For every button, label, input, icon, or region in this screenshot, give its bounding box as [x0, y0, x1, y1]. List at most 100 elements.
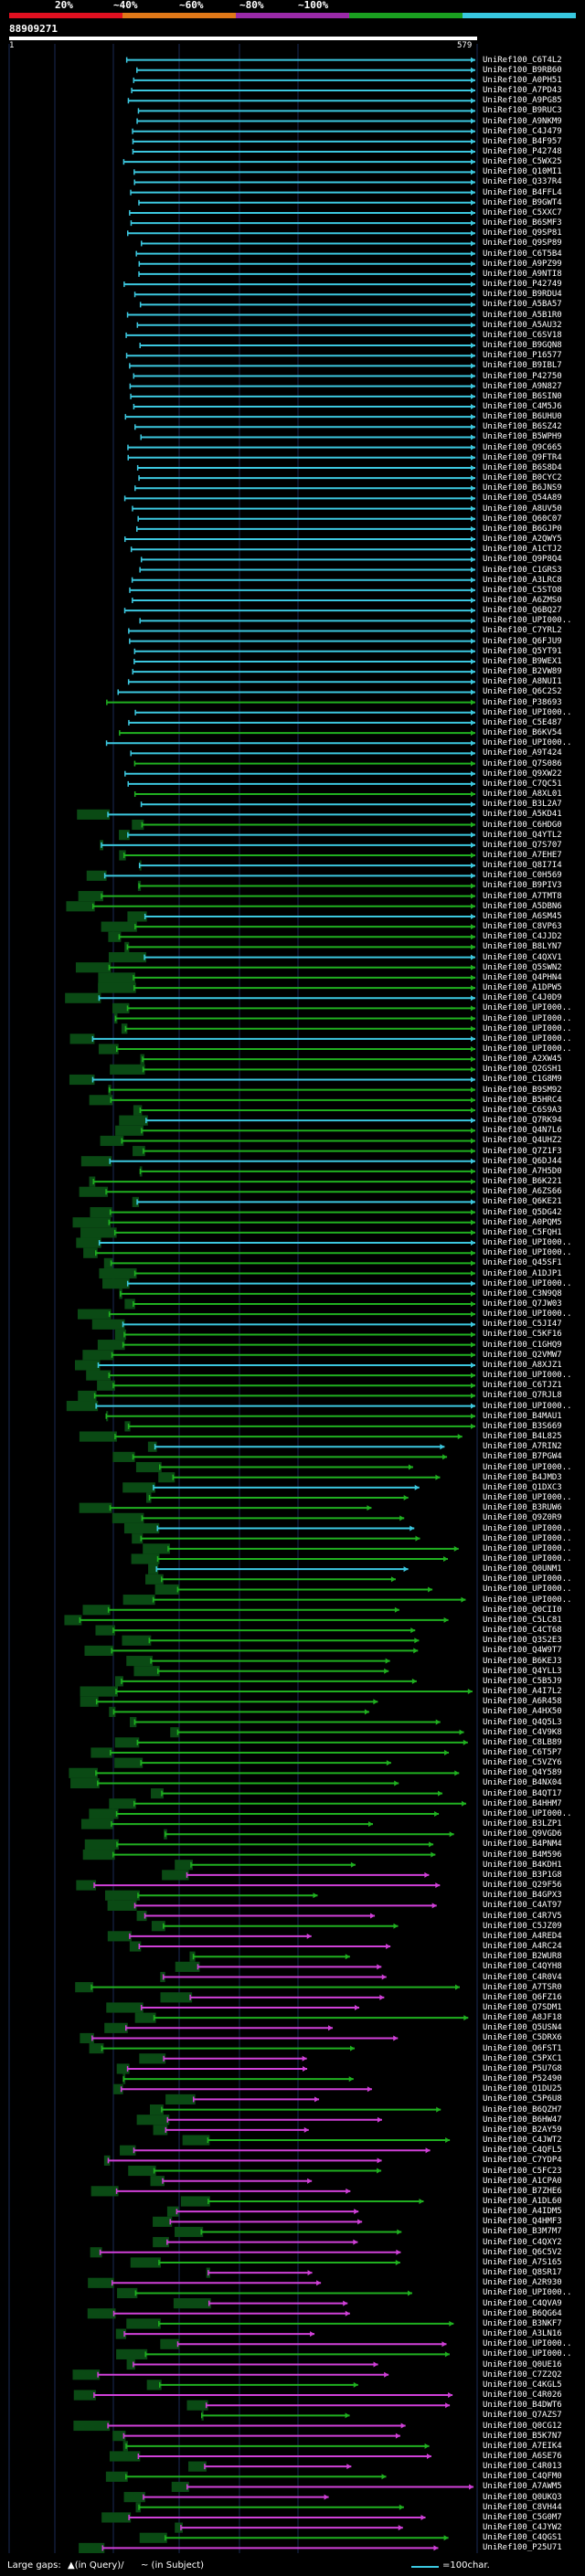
- hit-label[interactable]: UniRef100_Q7RJL8: [483, 1391, 562, 1401]
- hit-label[interactable]: UniRef100_UPI000..: [483, 1401, 572, 1411]
- hit-label[interactable]: UniRef100_Q7S086: [483, 758, 562, 769]
- hit-label[interactable]: UniRef100_Q9C665: [483, 442, 562, 452]
- hit-label[interactable]: UniRef100_C5STO8: [483, 585, 562, 595]
- hit-label[interactable]: UniRef100_Q9Z0R9: [483, 1513, 562, 1523]
- hit-label[interactable]: UniRef100_C5KF16: [483, 1330, 562, 1340]
- hit-label[interactable]: UniRef100_C3N9Q8: [483, 1288, 562, 1299]
- hit-label[interactable]: UniRef100_B4F957: [483, 136, 562, 146]
- hit-label[interactable]: UniRef100_C4JJD2: [483, 932, 562, 942]
- hit-label[interactable]: UniRef100_UPI000..: [483, 1023, 572, 1034]
- hit-label[interactable]: UniRef100_Q5YT91: [483, 646, 562, 656]
- hit-label[interactable]: UniRef100_B3LZP1: [483, 1819, 562, 1829]
- hit-label[interactable]: UniRef100_B6QZH7: [483, 2104, 562, 2115]
- hit-label[interactable]: UniRef100_B7ZHE6: [483, 2186, 562, 2196]
- hit-label[interactable]: UniRef100_C4JWT2: [483, 2136, 562, 2146]
- hit-label[interactable]: UniRef100_B9RB60: [483, 65, 562, 75]
- hit-label[interactable]: UniRef100_C4KGL5: [483, 2380, 562, 2390]
- hit-label[interactable]: UniRef100_A1CTJ2: [483, 545, 562, 555]
- hit-label[interactable]: UniRef100_UPI000..: [483, 1278, 572, 1288]
- hit-label[interactable]: UniRef100_A8XL01: [483, 790, 562, 800]
- hit-label[interactable]: UniRef100_B6UHU0: [483, 412, 562, 422]
- hit-label[interactable]: UniRef100_B6JNS9: [483, 483, 562, 493]
- hit-label[interactable]: UniRef100_A7PD43: [483, 86, 562, 96]
- hit-label[interactable]: UniRef100_C4V9K8: [483, 1727, 562, 1737]
- hit-label[interactable]: UniRef100_B6KV54: [483, 728, 562, 738]
- hit-label[interactable]: UniRef100_UPI000..: [483, 1238, 572, 1248]
- hit-label[interactable]: UniRef100_Q6BQ27: [483, 606, 562, 616]
- hit-label[interactable]: UniRef100_B9RUC3: [483, 106, 562, 116]
- hit-label[interactable]: UniRef100_C4JYW2: [483, 2523, 562, 2533]
- hit-label[interactable]: UniRef100_Q8SR17: [483, 2268, 562, 2278]
- hit-label[interactable]: UniRef100_B4MAU1: [483, 1411, 562, 1421]
- hit-label[interactable]: UniRef100_C6T5B4: [483, 249, 562, 259]
- hit-label[interactable]: UniRef100_A9PZ99: [483, 259, 562, 269]
- hit-label[interactable]: UniRef100_UPI000..: [483, 1523, 572, 1533]
- hit-label[interactable]: UniRef100_Q4Y589: [483, 1768, 562, 1778]
- hit-label[interactable]: UniRef100_C4AT97: [483, 1901, 562, 1911]
- hit-label[interactable]: UniRef100_C8VP63: [483, 922, 562, 932]
- hit-label[interactable]: UniRef100_Q5USN4: [483, 2023, 562, 2033]
- hit-label[interactable]: UniRef100_B2AY59: [483, 2125, 562, 2135]
- hit-label[interactable]: UniRef100_C5PXC1: [483, 2053, 562, 2063]
- hit-label[interactable]: UniRef100_B3RUW6: [483, 1503, 562, 1513]
- hit-label[interactable]: UniRef100_A1DL60: [483, 2197, 562, 2206]
- hit-label[interactable]: UniRef100_Q6FJU9: [483, 636, 562, 646]
- hit-label[interactable]: UniRef100_C5B5J9: [483, 1676, 562, 1686]
- hit-label[interactable]: UniRef100_A9N827: [483, 381, 562, 391]
- hit-label[interactable]: UniRef100_C5VZY6: [483, 1758, 562, 1768]
- hit-label[interactable]: UniRef100_B3S669: [483, 1421, 562, 1431]
- hit-label[interactable]: UniRef100_Q7RK94: [483, 1116, 562, 1126]
- hit-label[interactable]: UniRef100_C4QFL5: [483, 2146, 562, 2156]
- hit-label[interactable]: UniRef100_C5JZ09: [483, 1921, 562, 1931]
- hit-label[interactable]: UniRef100_A6ZMS0: [483, 596, 562, 606]
- hit-label[interactable]: UniRef100_Q9SP89: [483, 239, 562, 249]
- hit-label[interactable]: UniRef100_B4JMD3: [483, 1472, 562, 1482]
- hit-label[interactable]: UniRef100_Q0CII0: [483, 1605, 562, 1615]
- hit-label[interactable]: UniRef100_C6HDG0: [483, 820, 562, 830]
- hit-label[interactable]: UniRef100_Q9VGD6: [483, 1829, 562, 1839]
- hit-label[interactable]: UniRef100_B4KDH1: [483, 1860, 562, 1870]
- hit-label[interactable]: UniRef100_Q4YTL2: [483, 830, 562, 840]
- hit-label[interactable]: UniRef100_A1CPA0: [483, 2176, 562, 2186]
- hit-label[interactable]: UniRef100_C5E487: [483, 717, 562, 727]
- hit-label[interactable]: UniRef100_P52490: [483, 2074, 562, 2084]
- hit-label[interactable]: UniRef100_A7EHE7: [483, 850, 562, 860]
- hit-label[interactable]: UniRef100_C1GHQ9: [483, 1340, 562, 1350]
- hit-label[interactable]: UniRef100_Q45SF1: [483, 1258, 562, 1268]
- hit-label[interactable]: UniRef100_Q4N7L6: [483, 1126, 562, 1136]
- hit-label[interactable]: UniRef100_UPI000..: [483, 1574, 572, 1585]
- hit-label[interactable]: UniRef100_P5U7G8: [483, 2063, 562, 2073]
- hit-label[interactable]: UniRef100_Q2VMW7: [483, 1350, 562, 1360]
- hit-label[interactable]: UniRef100_Q0UE16: [483, 2359, 562, 2369]
- hit-label[interactable]: UniRef100_A2R930: [483, 2278, 562, 2288]
- hit-label[interactable]: UniRef100_C1GRS3: [483, 565, 562, 575]
- hit-label[interactable]: UniRef100_B2VW89: [483, 667, 562, 677]
- hit-label[interactable]: UniRef100_C6S9A3: [483, 1105, 562, 1115]
- hit-label[interactable]: UniRef100_B4QT17: [483, 1788, 562, 1798]
- hit-label[interactable]: UniRef100_UPI000..: [483, 2288, 572, 2298]
- hit-label[interactable]: UniRef100_B4FFL4: [483, 187, 562, 197]
- hit-label[interactable]: UniRef100_B3P1G8: [483, 1870, 562, 1880]
- hit-label[interactable]: UniRef100_A8NUI1: [483, 677, 562, 687]
- hit-label[interactable]: UniRef100_UPI000..: [483, 1533, 572, 1543]
- hit-label[interactable]: UniRef100_C5LC81: [483, 1615, 562, 1625]
- hit-label[interactable]: UniRef100_A3LN16: [483, 2329, 562, 2339]
- hit-label[interactable]: UniRef100_Q6C2S2: [483, 687, 562, 697]
- hit-label[interactable]: UniRef100_A0PH51: [483, 75, 562, 85]
- hit-label[interactable]: UniRef100_P42748: [483, 147, 562, 156]
- hit-label[interactable]: UniRef100_C4QGS1: [483, 2533, 562, 2543]
- hit-label[interactable]: UniRef100_C4J0D9: [483, 993, 562, 1003]
- hit-label[interactable]: UniRef100_Q0CG12: [483, 2421, 562, 2431]
- hit-label[interactable]: UniRef100_Q2GSH1: [483, 1065, 562, 1075]
- hit-label[interactable]: UniRef100_Q9FTR4: [483, 452, 562, 462]
- hit-label[interactable]: UniRef100_C7YDP4: [483, 2156, 562, 2166]
- hit-label[interactable]: UniRef100_Q7SDM1: [483, 2002, 562, 2012]
- hit-label[interactable]: UniRef100_A9NTI8: [483, 269, 562, 279]
- hit-label[interactable]: UniRef100_Q7JW03: [483, 1299, 562, 1309]
- hit-label[interactable]: UniRef100_UPI000..: [483, 738, 572, 748]
- hit-label[interactable]: UniRef100_C4R026: [483, 2390, 562, 2401]
- hit-label[interactable]: UniRef100_A8JF18: [483, 2013, 562, 2023]
- hit-label[interactable]: UniRef100_B6GJP0: [483, 524, 562, 534]
- hit-label[interactable]: UniRef100_A9PG85: [483, 96, 562, 106]
- hit-label[interactable]: UniRef100_B7PGW4: [483, 1452, 562, 1462]
